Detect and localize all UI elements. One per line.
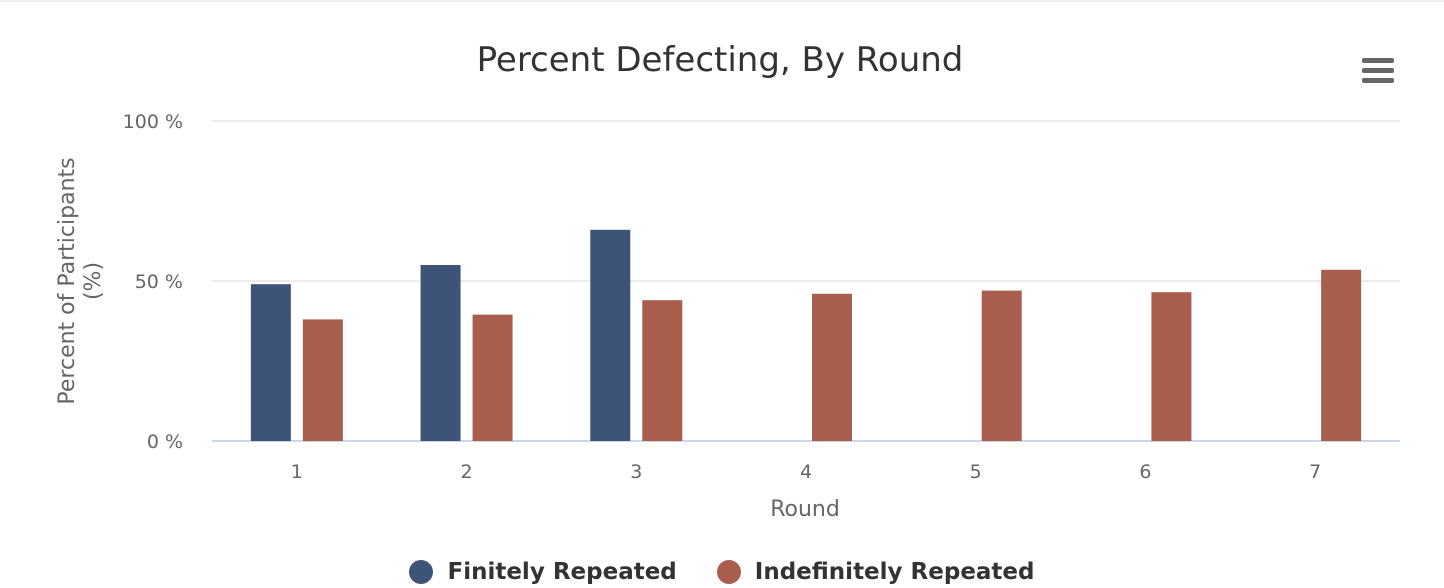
- bar-indefinitely-repeated-round-6[interactable]: [1151, 292, 1192, 441]
- legend-item-indefinitely-repeated[interactable]: Indefinitely Repeated: [716, 556, 1035, 588]
- y-tick-label: 100 %: [123, 111, 183, 133]
- gridlines: [212, 120, 1400, 442]
- bar-finitely-repeated-round-3[interactable]: [590, 229, 631, 441]
- x-axis-title: Round: [770, 497, 840, 522]
- x-tick-label: 1: [291, 461, 303, 483]
- x-tick-label: 7: [1309, 461, 1321, 483]
- y-tick-labels: 0 % 50 % 100 %: [123, 111, 183, 453]
- y-axis-title: Percent of Participants(%): [55, 157, 106, 404]
- y-tick-label: 0 %: [147, 431, 183, 453]
- bar-indefinitely-repeated-round-4[interactable]: [812, 293, 852, 441]
- legend-label: Finitely Repeated: [447, 559, 677, 585]
- legend-item-finitely-repeated[interactable]: Finitely Repeated: [409, 556, 677, 588]
- bar-indefinitely-repeated-round-3[interactable]: [642, 300, 683, 441]
- bar-indefinitely-repeated-round-5[interactable]: [981, 290, 1022, 441]
- x-tick-label: 5: [970, 461, 982, 483]
- top-border: [0, 0, 1444, 2]
- y-tick-label: 50 %: [135, 271, 183, 293]
- x-tick-label: 6: [1139, 461, 1151, 483]
- chart-title: Percent Defecting, By Round: [476, 40, 964, 80]
- bars: [250, 229, 1362, 441]
- legend-marker: [716, 560, 741, 584]
- bar-indefinitely-repeated-round-1[interactable]: [302, 319, 343, 441]
- x-tick-labels: 1 2 3 4 5 6 7: [291, 461, 1321, 483]
- bar-chart: 0 % 50 % 100 % 1 2 3 4 5 6 7 Round Percent of Pa…: [55, 111, 1400, 522]
- x-tick-label: 3: [630, 461, 642, 483]
- y-axis-title-line: (%): [81, 262, 106, 300]
- legend: Finitely Repeated Indefinitely Repeated: [0, 556, 1444, 588]
- hamburger-menu-icon[interactable]: [1356, 54, 1400, 88]
- bar-indefinitely-repeated-round-2[interactable]: [472, 314, 513, 441]
- y-axis-title-line: Percent of Participants: [55, 157, 80, 404]
- legend-label: Indefinitely Repeated: [754, 559, 1035, 585]
- bar-finitely-repeated-round-1[interactable]: [250, 284, 291, 441]
- x-tick-label: 4: [800, 461, 812, 483]
- x-tick-label: 2: [461, 461, 473, 483]
- legend-marker: [409, 560, 434, 584]
- bar-indefinitely-repeated-round-7[interactable]: [1321, 269, 1362, 441]
- bar-finitely-repeated-round-2[interactable]: [420, 265, 461, 441]
